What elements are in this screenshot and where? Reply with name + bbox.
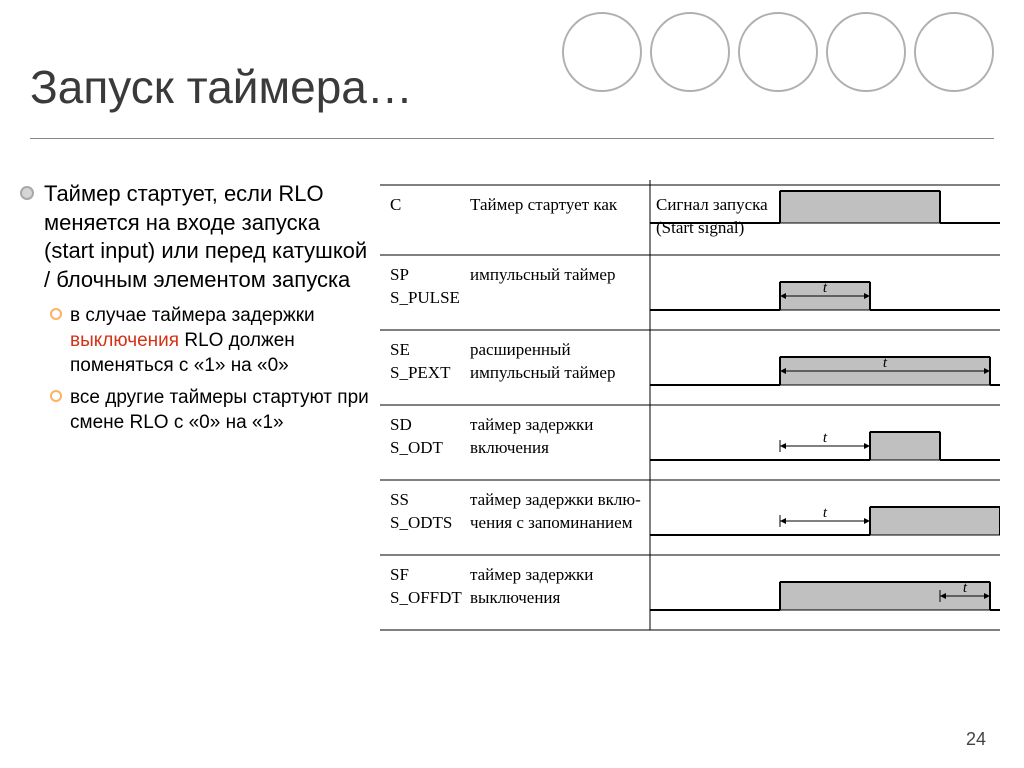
bullet-text: Таймер стартует, если RLO меняется на вх… [44,180,370,294]
svg-text:S_OFFDT: S_OFFDT [390,588,462,607]
svg-text:таймер задержки: таймер задержки [470,415,593,434]
bullet-list: Таймер стартует, если RLO меняется на вх… [20,180,370,700]
bullet-icon [20,186,34,200]
svg-text:C: C [390,195,401,214]
svg-text:таймер задержки: таймер задержки [470,565,593,584]
svg-text:чения с запоминанием: чения с запоминанием [470,513,633,532]
page-number: 24 [966,729,986,750]
svg-text:включения: включения [470,438,549,457]
bullet-icon [50,390,62,402]
svg-text:S_ODTS: S_ODTS [390,513,452,532]
svg-text:S_PULSE: S_PULSE [390,288,460,307]
bullet-l2: все другие таймеры стартуют при смене RL… [50,386,370,435]
bullet-icon [50,308,62,320]
svg-text:Сигнал запуска: Сигнал запуска [656,195,768,214]
diagram-svg: C Таймер стартует как Сигнал запуска (Start… [380,180,1000,700]
bullet-l2: в случае таймера задержки выключения RLO… [50,304,370,378]
title-area: Запуск таймера… [30,60,994,139]
svg-text:SD: SD [390,415,412,434]
page-title: Запуск таймера… [30,60,994,114]
text-highlight: выключения [70,330,179,351]
svg-text:таймер задержки вклю-: таймер задержки вклю- [470,490,641,509]
bullet-text: в случае таймера задержки выключения RLO… [70,304,370,378]
bullet-l1: Таймер стартует, если RLO меняется на вх… [20,180,370,294]
timing-diagram: C Таймер стартует как Сигнал запуска (Start… [380,180,1004,700]
svg-text:(Start signal): (Start signal) [656,218,744,237]
svg-text:SS: SS [390,490,409,509]
svg-text:t: t [823,430,828,446]
svg-text:импульсный таймер: импульсный таймер [470,265,615,284]
svg-text:импульсный таймер: импульсный таймер [470,363,615,382]
svg-text:выключения: выключения [470,588,561,607]
svg-text:Таймер стартует как: Таймер стартует как [470,195,618,214]
svg-text:SF: SF [390,565,409,584]
svg-text:S_ODT: S_ODT [390,438,444,457]
bullet-text: все другие таймеры стартуют при смене RL… [70,386,370,435]
text-span: в случае таймера задержки [70,305,315,326]
svg-text:SE: SE [390,340,410,359]
svg-text:расширенный: расширенный [470,340,571,359]
svg-text:t: t [823,505,828,521]
svg-text:SP: SP [390,265,409,284]
content-area: Таймер стартует, если RLO меняется на вх… [20,180,1004,700]
svg-text:S_PEXT: S_PEXT [390,363,451,382]
